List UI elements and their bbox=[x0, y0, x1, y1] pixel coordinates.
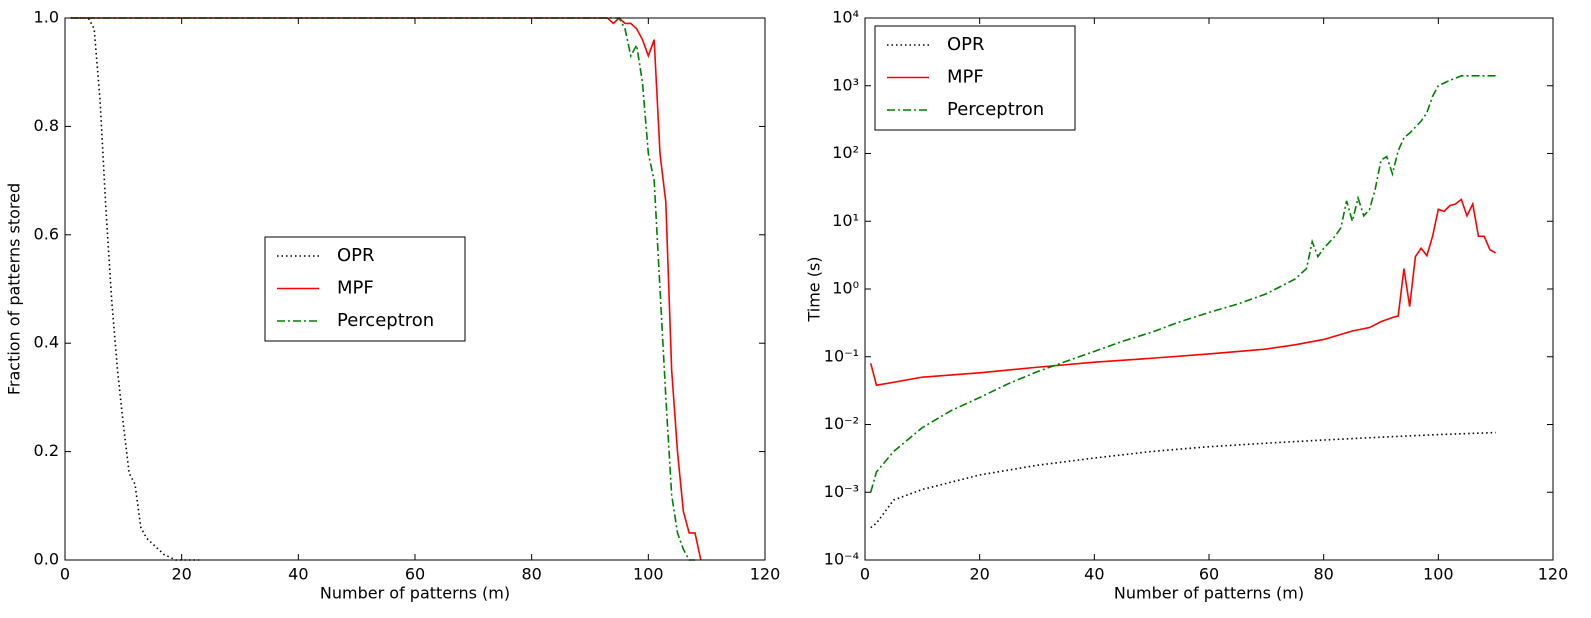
y-axis-label: Fraction of patterns stored bbox=[5, 183, 24, 395]
y-tick-label: 10⁻⁴ bbox=[824, 550, 859, 569]
x-tick-label: 20 bbox=[969, 565, 989, 584]
x-tick-label: 40 bbox=[1084, 565, 1104, 584]
y-tick-label: 10⁰ bbox=[832, 279, 859, 298]
y-tick-label: 0.8 bbox=[34, 116, 59, 135]
y-tick-label: 10⁻² bbox=[824, 414, 859, 433]
x-tick-label: 80 bbox=[1313, 565, 1333, 584]
legend-label: Perceptron bbox=[337, 310, 434, 331]
y-tick-label: 10⁻¹ bbox=[824, 346, 859, 365]
x-tick-label: 0 bbox=[60, 565, 70, 584]
x-tick-label: 120 bbox=[1538, 565, 1569, 584]
x-tick-label: 0 bbox=[860, 565, 870, 584]
y-tick-label: 10⁴ bbox=[832, 8, 859, 27]
legend-label: MPF bbox=[947, 67, 984, 88]
x-axis-label: Number of patterns (m) bbox=[320, 584, 510, 603]
y-tick-label: 1.0 bbox=[34, 8, 59, 27]
data-line bbox=[869, 198, 1497, 387]
y-tick-label: 0.0 bbox=[34, 550, 59, 569]
y-tick-label: 0.6 bbox=[34, 224, 59, 243]
x-tick-label: 100 bbox=[1423, 565, 1454, 584]
data-line bbox=[870, 431, 1496, 529]
y-tick-label: 10⁻³ bbox=[824, 482, 859, 501]
legend-label: OPR bbox=[337, 245, 375, 266]
data-line bbox=[70, 17, 200, 561]
x-tick-label: 120 bbox=[750, 565, 781, 584]
x-tick-label: 40 bbox=[288, 565, 308, 584]
y-tick-label: 0.2 bbox=[34, 441, 59, 460]
x-tick-label: 100 bbox=[633, 565, 664, 584]
data-line bbox=[869, 75, 1496, 493]
y-tick-label: 10² bbox=[832, 143, 859, 162]
y-tick-label: 10¹ bbox=[832, 211, 859, 230]
y-tick-label: 0.4 bbox=[34, 333, 59, 352]
y-axis-label: Time (s) bbox=[805, 256, 824, 322]
x-axis-label: Number of patterns (m) bbox=[1114, 584, 1304, 603]
x-tick-label: 60 bbox=[1199, 565, 1219, 584]
legend-label: MPF bbox=[337, 278, 374, 299]
y-tick-label: 10³ bbox=[832, 75, 859, 94]
legend-label: OPR bbox=[947, 34, 985, 55]
x-tick-label: 80 bbox=[521, 565, 541, 584]
data-line bbox=[70, 17, 695, 561]
legend-label: Perceptron bbox=[947, 99, 1044, 120]
data-line bbox=[70, 16, 702, 561]
x-tick-label: 60 bbox=[405, 565, 425, 584]
x-tick-label: 20 bbox=[171, 565, 191, 584]
